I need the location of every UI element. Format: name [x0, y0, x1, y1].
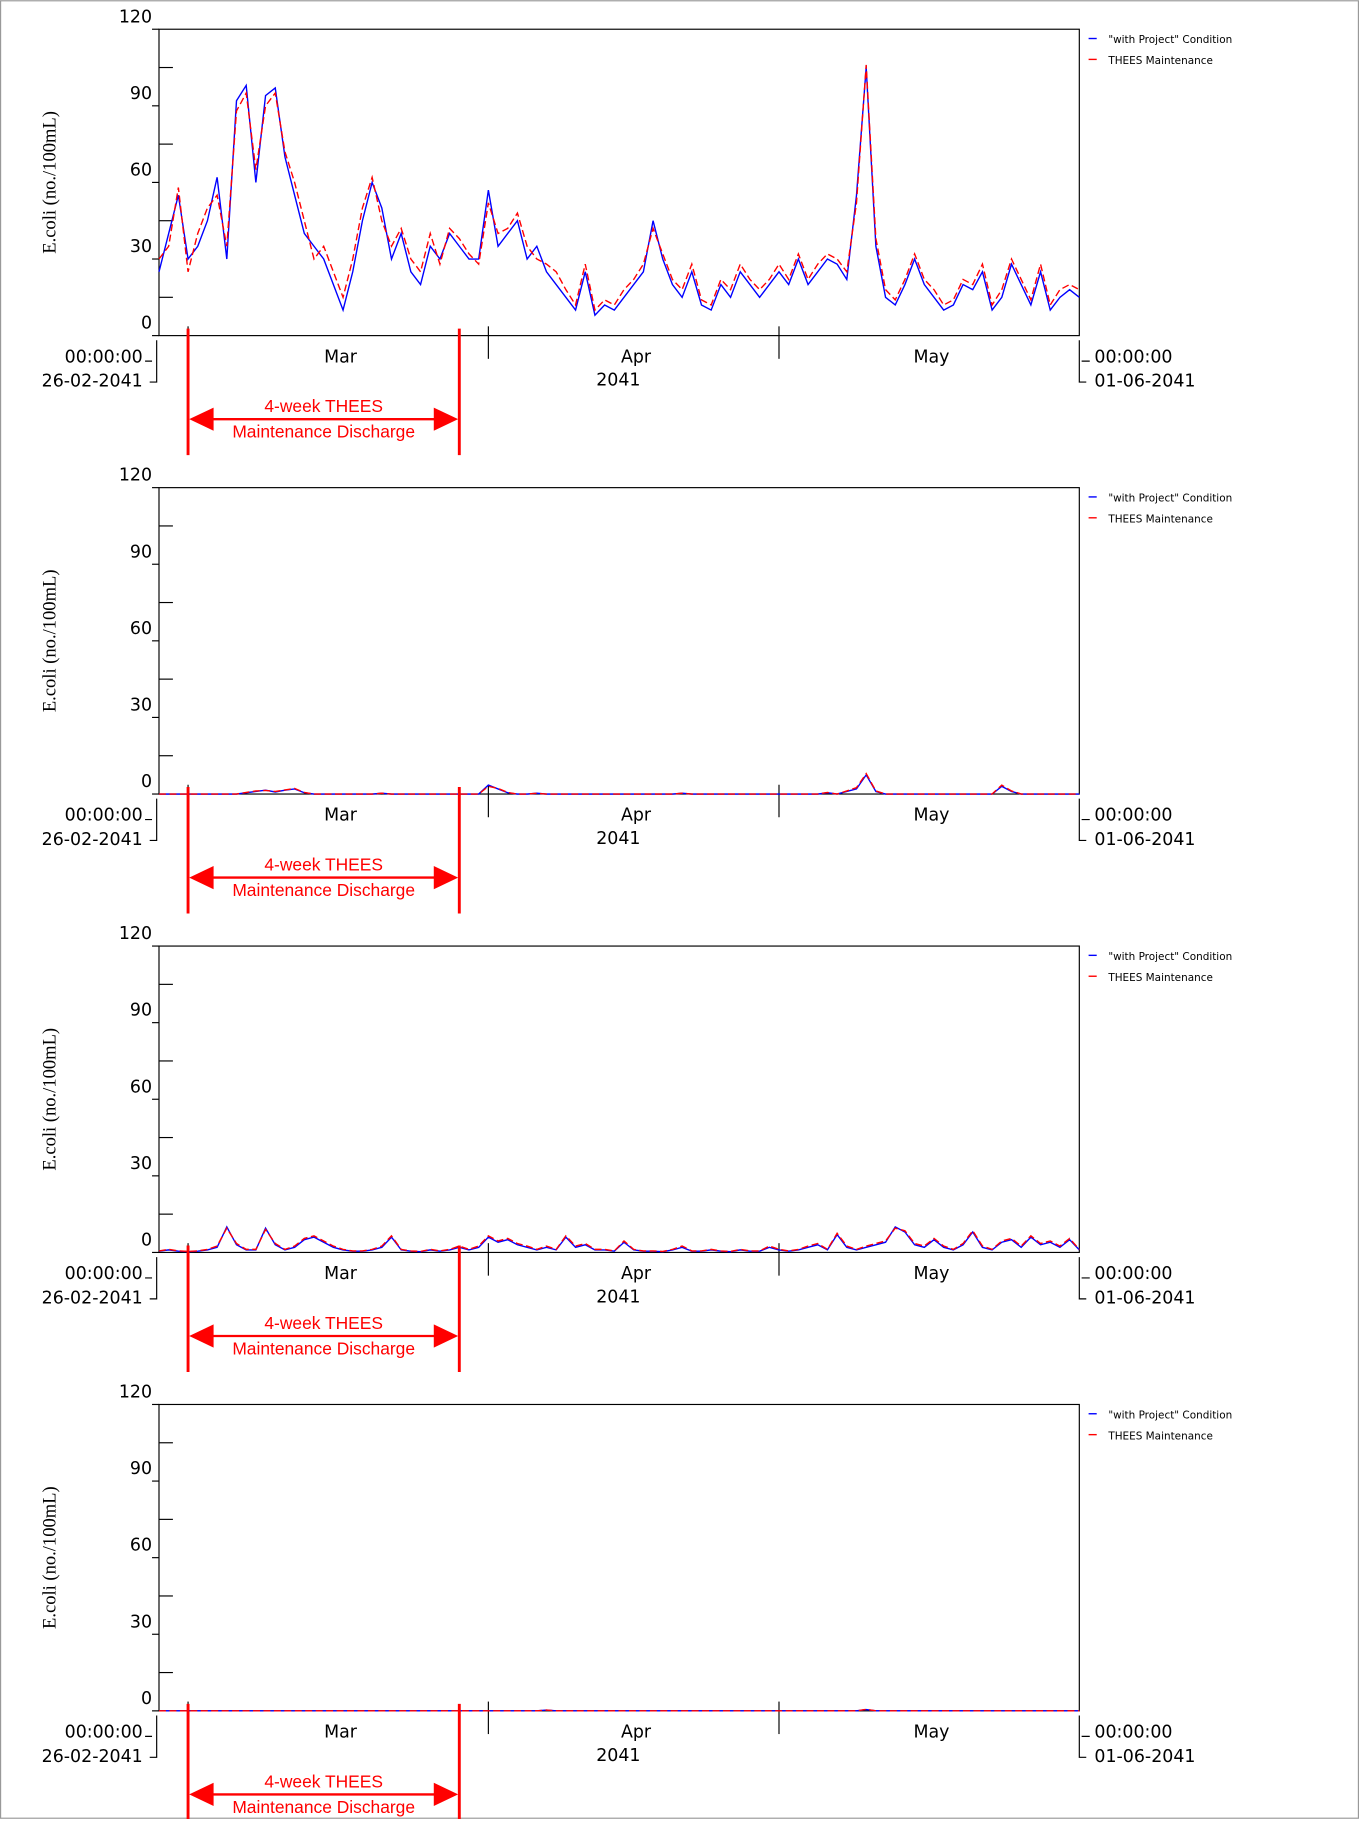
- y-tick-label: 0: [141, 314, 152, 334]
- arrow-head: [189, 1324, 214, 1348]
- y-axis-label: E.coli (no./100mL): [40, 569, 61, 712]
- x-sublabel: 2041: [596, 1287, 640, 1307]
- legend-label: "with Project" Condition: [1108, 493, 1232, 505]
- y-axis-label: E.coli (no./100mL): [40, 111, 61, 254]
- series-line: [158, 772, 1080, 795]
- series-line: [158, 64, 1080, 312]
- y-tick-label: 120: [119, 7, 152, 27]
- x-start-date: 26-02-2041: [42, 1747, 143, 1767]
- x-tick-label: Mar: [324, 1723, 358, 1743]
- x-end-date: 01-06-2041: [1094, 372, 1195, 392]
- y-tick-label: 30: [130, 695, 152, 715]
- annotation-text: Maintenance Discharge: [232, 880, 415, 900]
- arrow-head: [433, 1782, 459, 1807]
- x-start-bracket: [145, 1257, 158, 1300]
- annotation-text: Maintenance Discharge: [232, 1339, 415, 1359]
- series-line: [158, 67, 1080, 317]
- annotation-text: 4-week THEES: [264, 396, 383, 416]
- y-tick-label: 0: [141, 772, 152, 792]
- y-tick-label: 30: [130, 237, 152, 257]
- y-tick-label: 90: [130, 1459, 152, 1479]
- y-tick-label: 30: [130, 1612, 152, 1632]
- x-end-bracket: [1078, 798, 1090, 842]
- x-start-bracket: [145, 340, 158, 383]
- x-tick-label: Apr: [621, 1264, 652, 1284]
- x-start-date: 26-02-2041: [42, 1289, 143, 1309]
- x-sublabel: 2041: [596, 1746, 640, 1766]
- y-tick-label: 60: [130, 160, 152, 180]
- x-start-date: 26-02-2041: [42, 372, 143, 392]
- x-tick-label: May: [913, 806, 949, 826]
- series-line: [158, 1708, 1080, 1712]
- x-end-date: 01-06-2041: [1094, 830, 1195, 850]
- y-axis-label: E.coli (no./100mL): [40, 1028, 61, 1171]
- x-end-date: 01-06-2041: [1094, 1289, 1195, 1309]
- legend-label: THEES Maintenance: [1107, 972, 1213, 984]
- legend-label: THEES Maintenance: [1107, 1430, 1213, 1442]
- x-tick-label: Mar: [324, 347, 358, 367]
- series-line: [158, 1226, 1080, 1253]
- x-tick-label: Apr: [621, 806, 652, 826]
- x-tick-label: May: [913, 347, 949, 367]
- y-tick-label: 120: [119, 466, 152, 486]
- legend-label: "with Project" Condition: [1108, 34, 1232, 46]
- arrow-head: [433, 407, 459, 431]
- legend-label: "with Project" Condition: [1108, 951, 1232, 963]
- x-tick-label: Apr: [621, 1723, 652, 1743]
- x-end-time: 00:00:00: [1094, 1264, 1172, 1284]
- x-tick-label: May: [913, 1264, 949, 1284]
- arrow-head: [433, 865, 459, 890]
- x-start-time: 00:00:00: [65, 1264, 143, 1284]
- x-sublabel: 2041: [596, 829, 640, 849]
- legend-label: THEES Maintenance: [1107, 513, 1213, 525]
- x-start-bracket: [145, 798, 158, 842]
- x-sublabel: 2041: [596, 371, 640, 391]
- annotation-text: 4-week THEES: [264, 1771, 383, 1791]
- x-end-bracket: [1078, 1257, 1090, 1300]
- y-tick-label: 90: [130, 84, 152, 104]
- annotation-text: 4-week THEES: [264, 1313, 383, 1333]
- x-start-time: 00:00:00: [65, 347, 143, 367]
- x-end-time: 00:00:00: [1094, 1723, 1172, 1743]
- y-tick-label: 90: [130, 1001, 152, 1021]
- y-tick-label: 120: [119, 1383, 152, 1403]
- y-tick-label: 120: [119, 924, 152, 944]
- x-end-date: 01-06-2041: [1094, 1747, 1195, 1767]
- y-tick-label: 30: [130, 1154, 152, 1174]
- y-tick-label: 60: [130, 1536, 152, 1556]
- y-tick-label: 60: [130, 619, 152, 639]
- y-tick-label: 60: [130, 1077, 152, 1097]
- legend-label: "with Project" Condition: [1108, 1409, 1232, 1421]
- x-end-time: 00:00:00: [1094, 347, 1172, 367]
- x-tick-label: Apr: [621, 347, 652, 367]
- x-start-time: 00:00:00: [65, 1723, 143, 1743]
- annotation-text: Maintenance Discharge: [232, 1797, 415, 1817]
- legend-label: THEES Maintenance: [1107, 55, 1213, 67]
- arrow-head: [433, 1324, 459, 1348]
- arrow-head: [189, 407, 214, 431]
- annotation-text: Maintenance Discharge: [232, 422, 415, 442]
- x-tick-label: Mar: [324, 806, 358, 826]
- x-end-bracket: [1078, 1715, 1090, 1758]
- x-start-bracket: [145, 1715, 158, 1758]
- y-tick-label: 90: [130, 542, 152, 562]
- y-tick-label: 0: [141, 1230, 152, 1250]
- y-tick-label: 0: [141, 1689, 152, 1709]
- x-end-bracket: [1078, 340, 1090, 383]
- y-axis-label: E.coli (no./100mL): [40, 1486, 61, 1629]
- x-tick-label: May: [913, 1723, 949, 1743]
- arrow-head: [189, 865, 214, 890]
- x-tick-label: Mar: [324, 1264, 358, 1284]
- x-start-time: 00:00:00: [65, 806, 143, 826]
- arrow-head: [189, 1782, 214, 1807]
- x-end-time: 00:00:00: [1094, 806, 1172, 826]
- annotation-text: 4-week THEES: [264, 855, 383, 875]
- x-start-date: 26-02-2041: [42, 830, 143, 850]
